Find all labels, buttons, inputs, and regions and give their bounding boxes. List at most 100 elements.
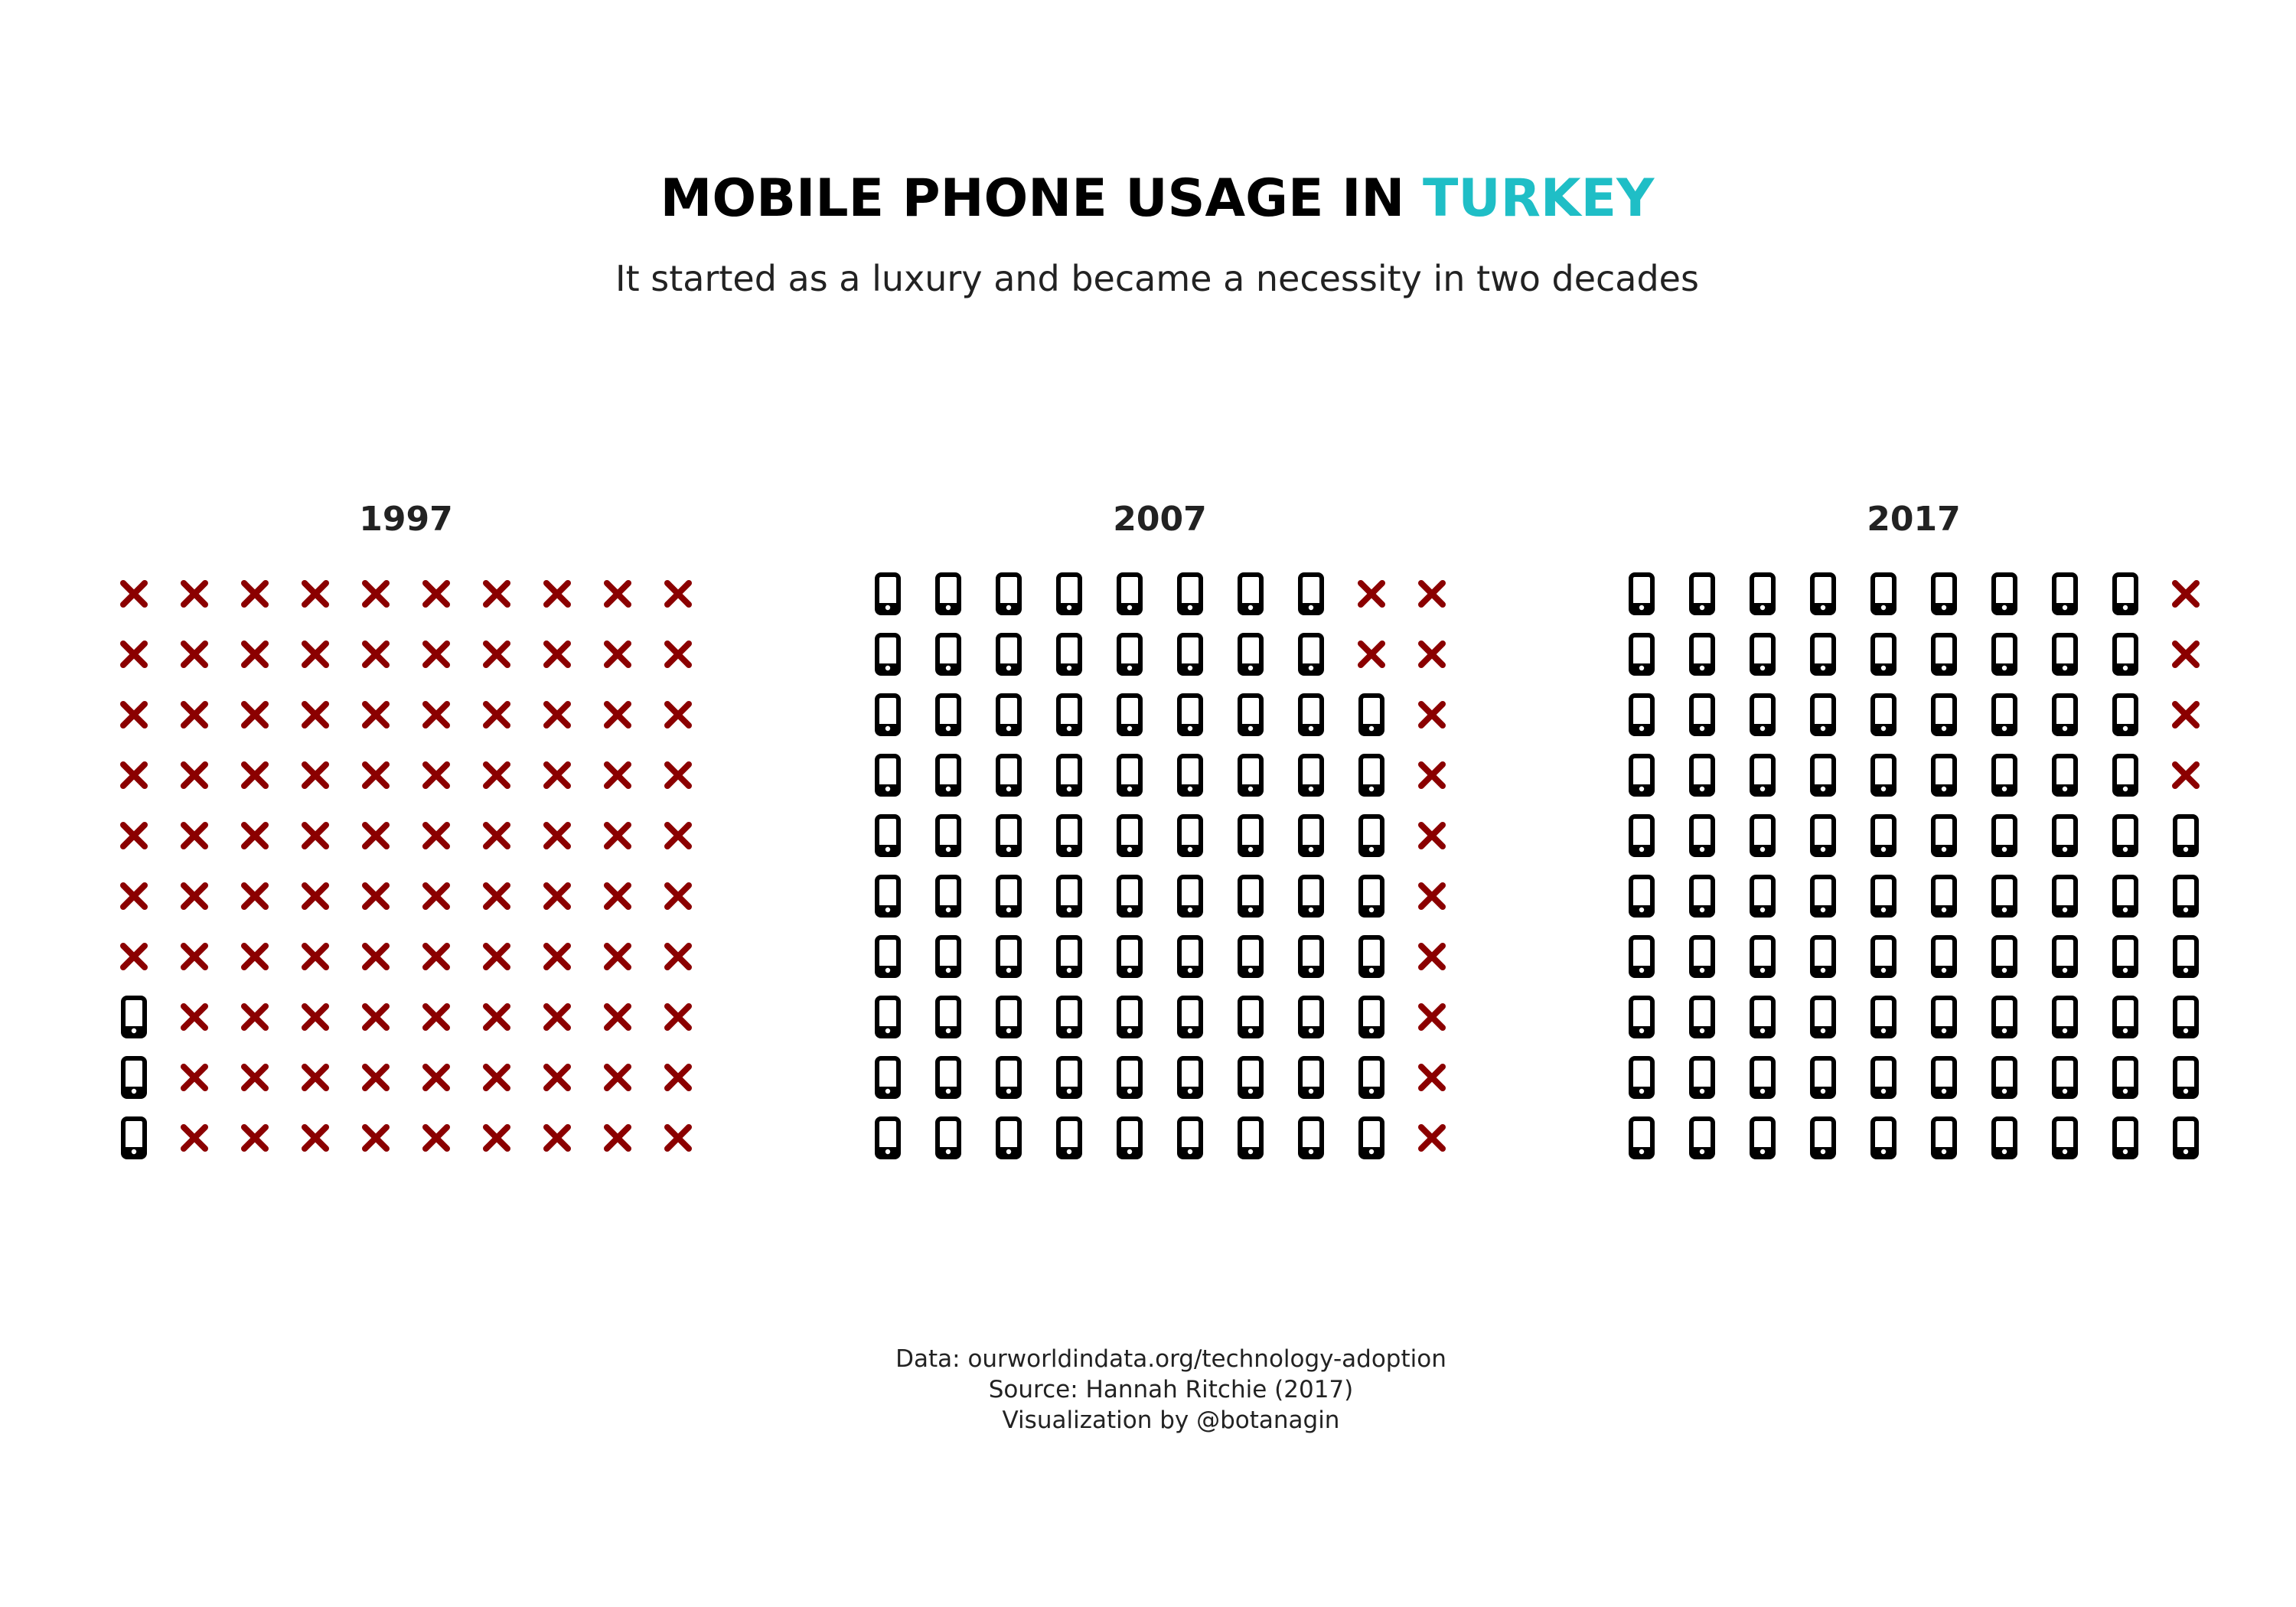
mobile-phone-icon — [1358, 996, 1384, 1038]
cross-icon — [362, 1124, 390, 1152]
mobile-phone-icon — [2052, 996, 2078, 1038]
cross-icon — [120, 761, 148, 789]
mobile-phone-icon — [875, 1056, 901, 1099]
cross-icon — [543, 580, 571, 608]
mobile-phone-icon — [1298, 1116, 1324, 1159]
mobile-phone-icon — [1298, 875, 1324, 918]
mobile-phone-icon — [875, 935, 901, 978]
cross-icon — [241, 641, 269, 668]
cross-icon — [241, 1003, 269, 1031]
cross-icon — [120, 943, 148, 970]
cross-icon — [664, 822, 692, 849]
mobile-phone-icon — [1358, 754, 1384, 797]
mobile-phone-icon — [1056, 693, 1082, 736]
mobile-phone-icon — [1177, 1116, 1203, 1159]
mobile-phone-icon — [1991, 754, 2017, 797]
cross-icon — [422, 943, 450, 970]
mobile-phone-icon — [1750, 693, 1776, 736]
mobile-phone-icon — [875, 814, 901, 857]
cross-icon — [664, 641, 692, 668]
caption-source-line: Source: Hannah Ritchie (2017) — [989, 1376, 1354, 1403]
mobile-phone-icon — [1358, 1056, 1384, 1099]
mobile-phone-icon — [1238, 693, 1264, 736]
cross-icon — [362, 701, 390, 729]
cross-icon — [1418, 1003, 1446, 1031]
mobile-phone-icon — [996, 1116, 1022, 1159]
cross-icon — [362, 822, 390, 849]
mobile-phone-icon — [1238, 572, 1264, 615]
cross-icon — [302, 761, 329, 789]
mobile-phone-icon — [1689, 935, 1715, 978]
cross-icon — [604, 641, 631, 668]
mobile-phone-icon — [1931, 1116, 1957, 1159]
panel-title: 2007 — [1113, 500, 1206, 539]
mobile-phone-icon — [1629, 875, 1655, 918]
cross-icon — [483, 761, 510, 789]
mobile-phone-icon — [1056, 1116, 1082, 1159]
cross-icon — [664, 1124, 692, 1152]
mobile-phone-icon — [1870, 875, 1896, 918]
mobile-phone-icon — [121, 996, 147, 1038]
chart-title-prefix: MOBILE PHONE USAGE IN — [660, 168, 1423, 229]
mobile-phone-icon — [1117, 1116, 1143, 1159]
mobile-phone-icon — [1689, 633, 1715, 676]
cross-icon — [120, 580, 148, 608]
mobile-phone-icon — [1870, 996, 1896, 1038]
mobile-phone-icon — [1689, 1056, 1715, 1099]
cross-icon — [2172, 701, 2200, 729]
mobile-phone-icon — [1991, 1116, 2017, 1159]
mobile-phone-icon — [1177, 935, 1203, 978]
cross-icon — [181, 641, 208, 668]
mobile-phone-icon — [996, 996, 1022, 1038]
mobile-phone-icon — [1056, 875, 1082, 918]
mobile-phone-icon — [996, 935, 1022, 978]
mobile-phone-icon — [1238, 996, 1264, 1038]
mobile-phone-icon — [1810, 875, 1836, 918]
cross-icon — [483, 1124, 510, 1152]
mobile-phone-icon — [1810, 633, 1836, 676]
cross-icon — [543, 1124, 571, 1152]
mobile-phone-icon — [1177, 996, 1203, 1038]
mobile-phone-icon — [1358, 693, 1384, 736]
mobile-phone-icon — [2112, 633, 2138, 676]
cross-icon — [664, 943, 692, 970]
mobile-phone-icon — [1689, 875, 1715, 918]
mobile-phone-icon — [935, 875, 961, 918]
mobile-phone-icon — [1870, 935, 1896, 978]
mobile-phone-icon — [1238, 1056, 1264, 1099]
cross-icon — [604, 1124, 631, 1152]
mobile-phone-icon — [2052, 814, 2078, 857]
mobile-phone-icon — [1238, 633, 1264, 676]
mobile-phone-icon — [1931, 754, 1957, 797]
mobile-phone-icon — [1056, 572, 1082, 615]
mobile-phone-icon — [935, 1056, 961, 1099]
mobile-phone-icon — [1298, 996, 1324, 1038]
mobile-phone-icon — [1358, 1116, 1384, 1159]
mobile-phone-icon — [2112, 814, 2138, 857]
cross-icon — [422, 1064, 450, 1091]
cross-icon — [2172, 580, 2200, 608]
mobile-phone-icon — [1177, 814, 1203, 857]
mobile-phone-icon — [1750, 1056, 1776, 1099]
cross-icon — [241, 761, 269, 789]
mobile-phone-icon — [935, 754, 961, 797]
mobile-phone-icon — [996, 1056, 1022, 1099]
mobile-phone-icon — [935, 1116, 961, 1159]
waffle-panel-1997: 1997 — [120, 500, 692, 1159]
cross-icon — [1418, 1124, 1446, 1152]
cross-icon — [1358, 641, 1385, 668]
mobile-phone-icon — [2173, 814, 2199, 857]
mobile-phone-icon — [1629, 1056, 1655, 1099]
mobile-phone-icon — [1931, 996, 1957, 1038]
mobile-phone-icon — [1238, 875, 1264, 918]
mobile-phone-icon — [1238, 1116, 1264, 1159]
cross-icon — [604, 580, 631, 608]
waffle-panel-2017: 2017 — [1629, 500, 2200, 1159]
mobile-phone-icon — [1117, 572, 1143, 615]
waffle-panel-2007: 2007 — [875, 500, 1446, 1159]
mobile-phone-icon — [1870, 572, 1896, 615]
mobile-phone-icon — [2052, 1116, 2078, 1159]
cross-icon — [604, 1064, 631, 1091]
cross-icon — [483, 882, 510, 910]
